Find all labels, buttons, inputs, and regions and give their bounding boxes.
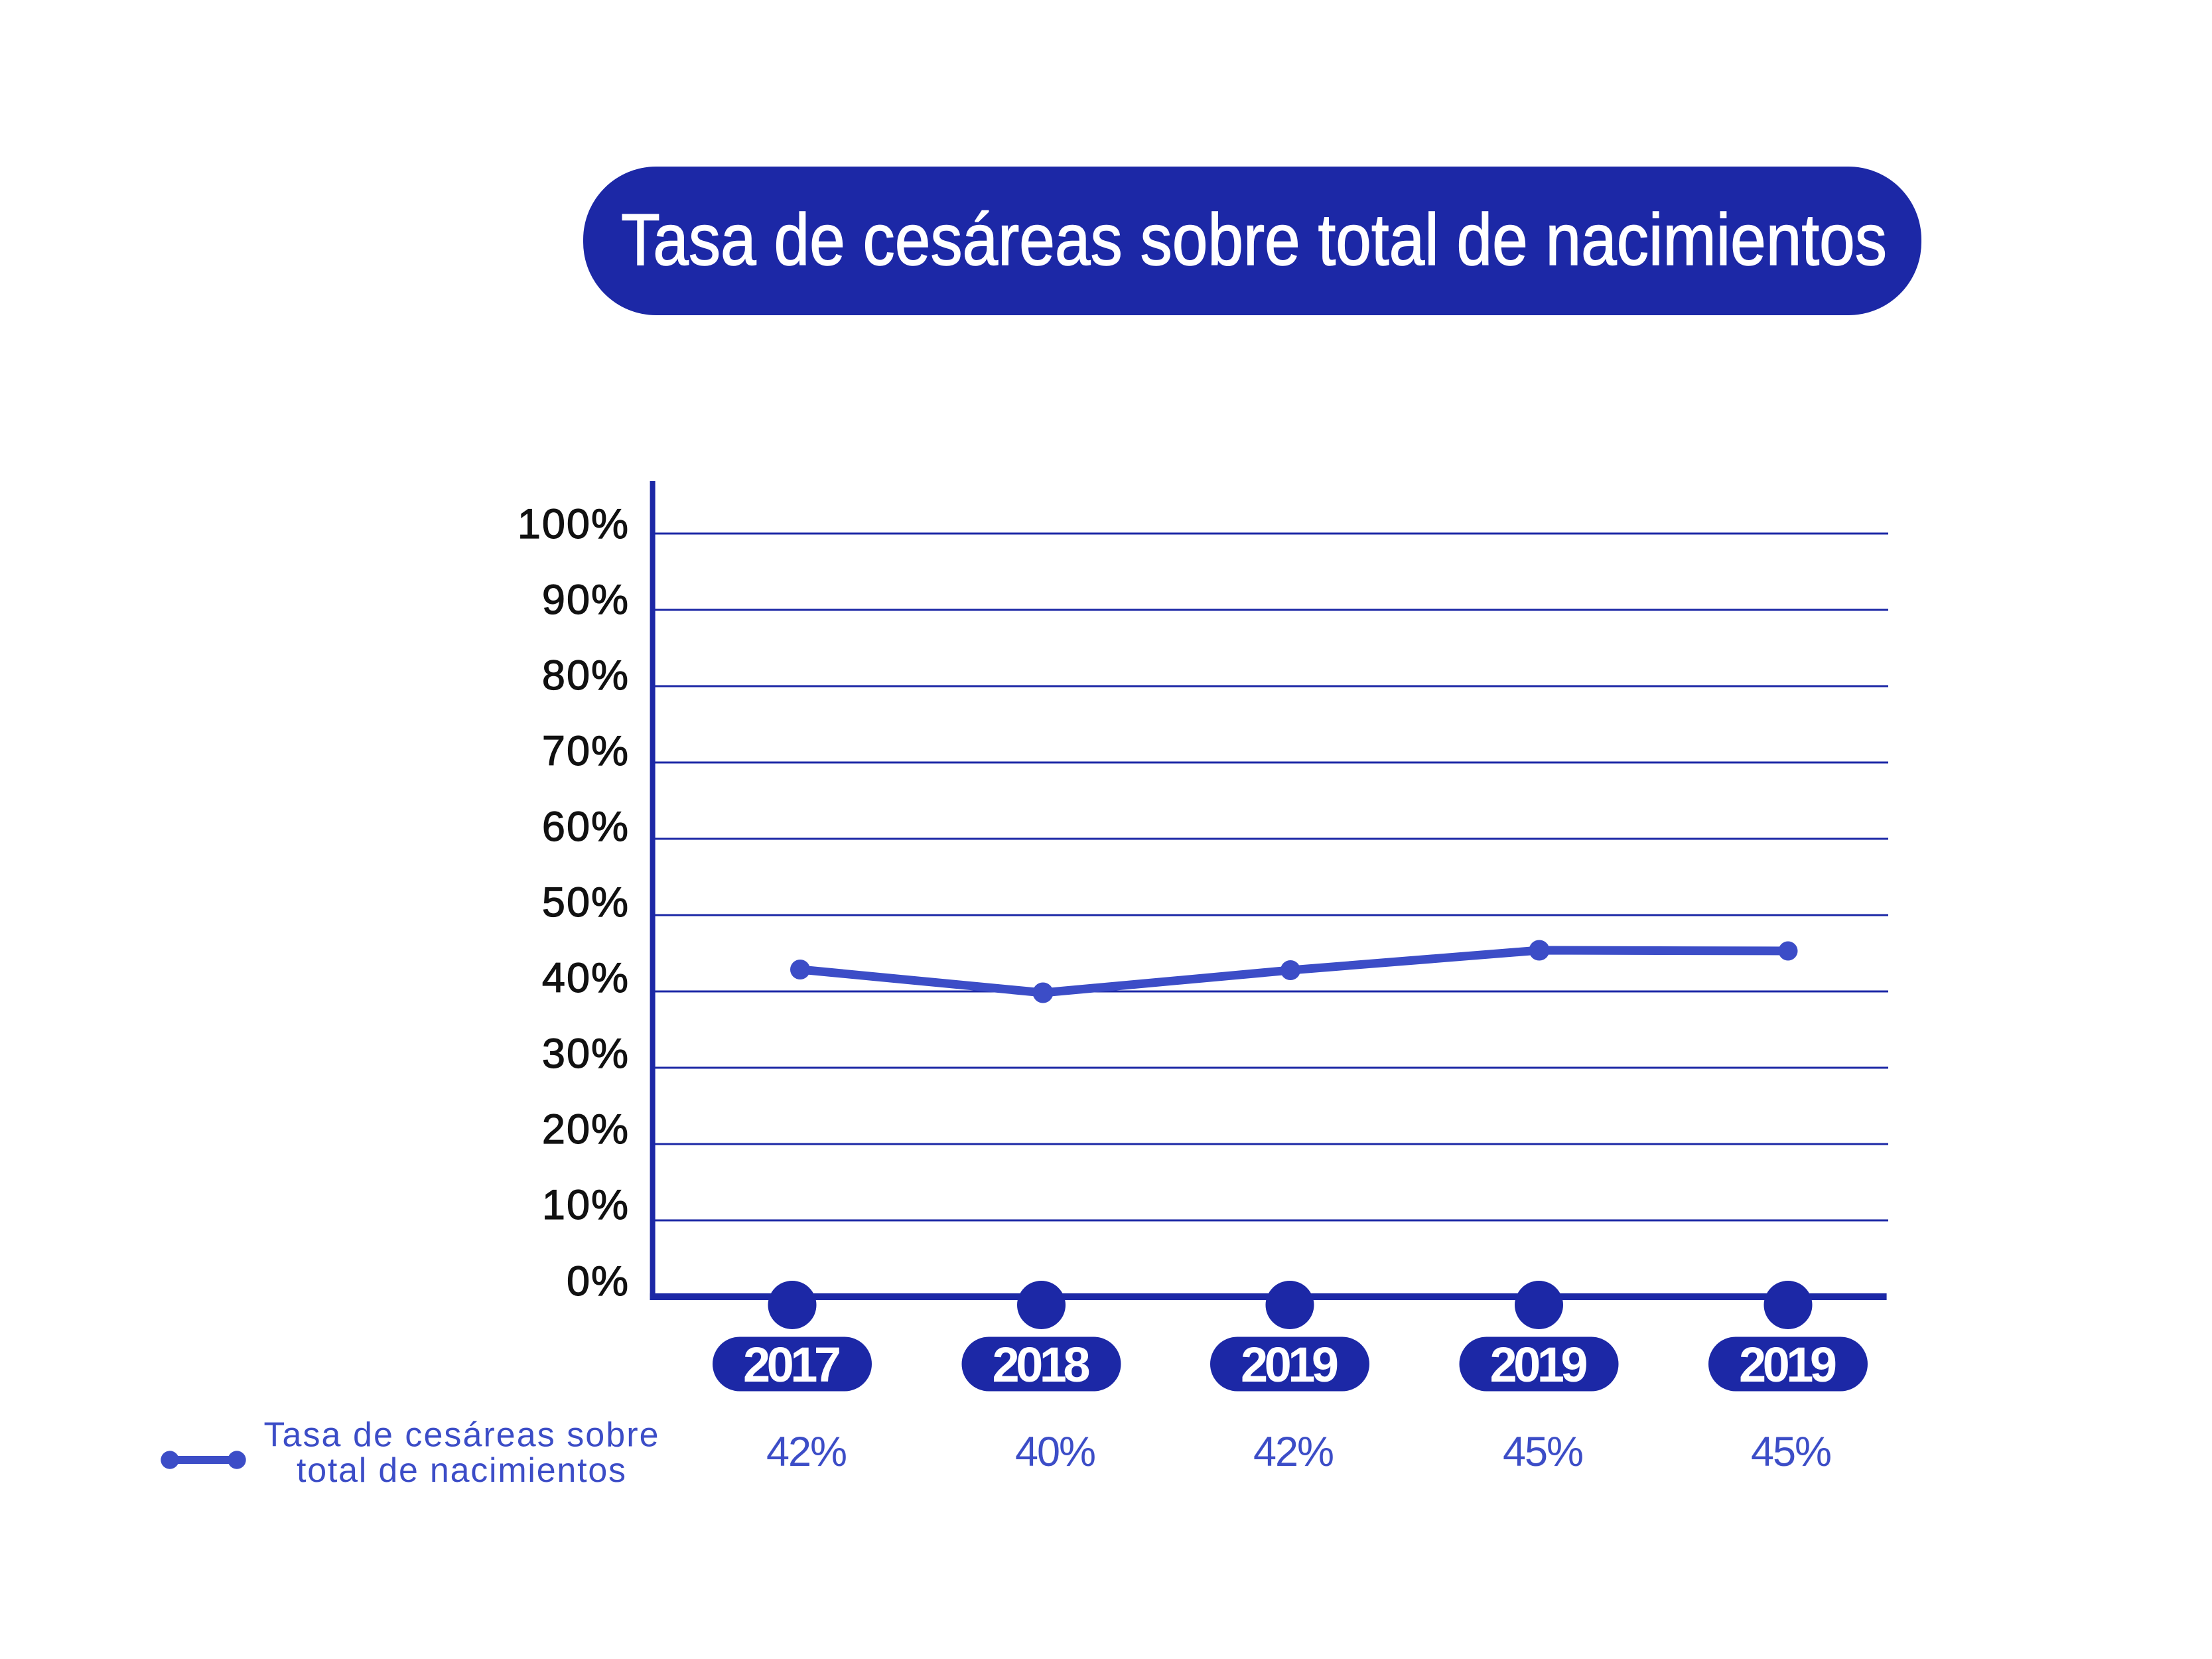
svg-text:42%: 42%	[766, 1429, 846, 1475]
svg-text:20%: 20%	[542, 1106, 630, 1153]
svg-text:total de nacimientos: total de nacimientos	[297, 1451, 626, 1490]
svg-text:90%: 90%	[542, 577, 630, 623]
svg-text:60%: 60%	[542, 804, 630, 850]
svg-text:10%: 10%	[542, 1182, 630, 1228]
svg-text:Tasa de cesáreas sobre: Tasa de cesáreas sobre	[264, 1416, 659, 1455]
svg-text:80%: 80%	[542, 652, 630, 699]
svg-text:2019: 2019	[1739, 1337, 1837, 1392]
svg-text:50%: 50%	[542, 879, 630, 926]
svg-text:45%: 45%	[1751, 1429, 1831, 1475]
svg-text:Tasa de cesáreas sobre total d: Tasa de cesáreas sobre total de nacimien…	[621, 199, 1887, 281]
svg-text:0%: 0%	[567, 1258, 630, 1305]
svg-text:30%: 30%	[542, 1031, 630, 1077]
svg-text:2017: 2017	[743, 1337, 841, 1392]
svg-text:40%: 40%	[1015, 1429, 1095, 1475]
svg-text:2018: 2018	[993, 1337, 1091, 1392]
svg-text:100%: 100%	[518, 501, 630, 547]
svg-text:42%: 42%	[1253, 1429, 1333, 1475]
svg-text:2019: 2019	[1490, 1337, 1588, 1392]
svg-text:40%: 40%	[542, 955, 630, 1001]
svg-text:45%: 45%	[1503, 1429, 1582, 1475]
svg-text:2019: 2019	[1241, 1337, 1339, 1392]
svg-text:70%: 70%	[542, 728, 630, 774]
